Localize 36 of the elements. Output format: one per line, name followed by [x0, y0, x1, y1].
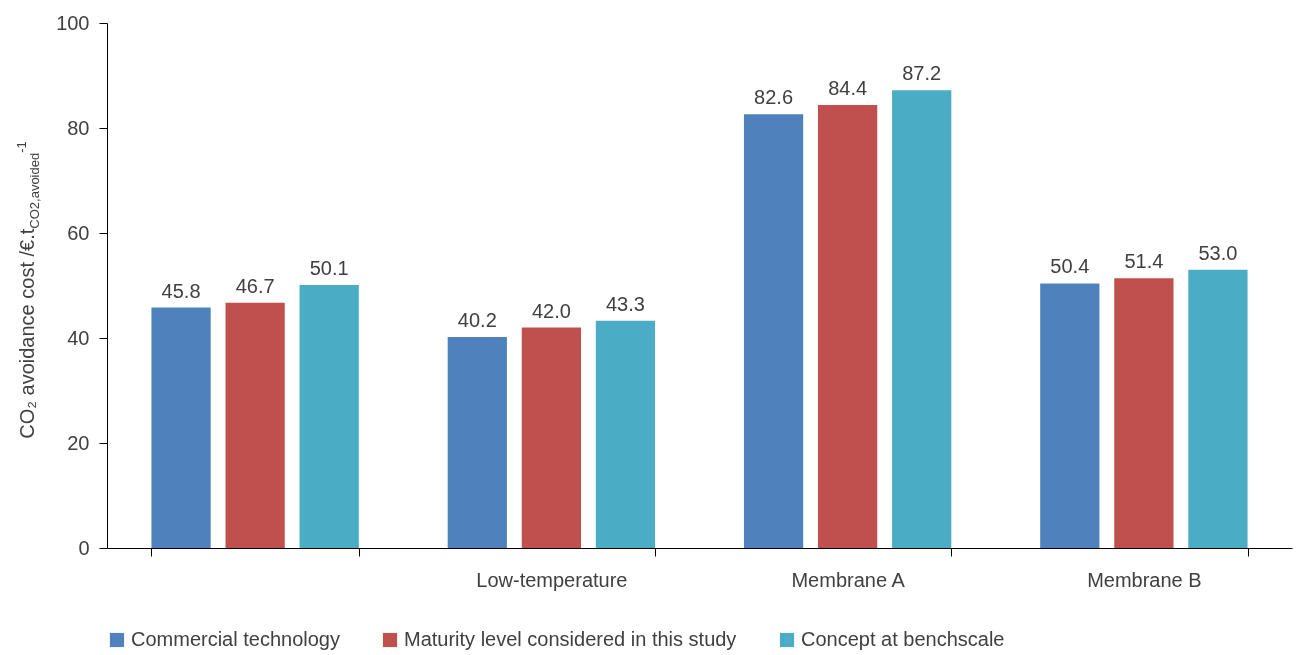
data-label: 82.6 [754, 86, 794, 109]
y-tick-label: 80 [67, 116, 90, 139]
data-label: 50.4 [1050, 255, 1090, 278]
y-tick-label: 0 [78, 536, 90, 559]
bar [1188, 269, 1248, 548]
data-label: 51.4 [1124, 250, 1164, 273]
legend-label: Concept at benchscale [801, 628, 1005, 650]
bar [818, 104, 878, 548]
y-tick-label: 100 [56, 11, 90, 34]
bar [299, 284, 359, 548]
data-label: 50.1 [309, 256, 349, 279]
bar [225, 302, 285, 548]
data-label: 45.8 [161, 279, 201, 302]
data-label: 43.3 [605, 292, 645, 315]
x-tick-label: Low-temperature [476, 568, 628, 591]
legend-label: Commercial technology [131, 628, 340, 650]
bar [151, 307, 211, 548]
bar [447, 336, 507, 548]
bar [743, 114, 804, 548]
bar [521, 327, 581, 548]
data-label: 46.7 [235, 274, 275, 297]
x-tick-label: Membrane B [1087, 568, 1202, 591]
bar [892, 90, 952, 548]
data-label: 84.4 [828, 76, 868, 99]
x-tick-label: Membrane A [791, 568, 906, 591]
data-label: 87.2 [902, 62, 942, 85]
y-tick-label: 60 [67, 221, 90, 244]
data-label: 53.0 [1198, 241, 1238, 264]
data-label: 40.2 [457, 308, 497, 331]
y-tick-label: 20 [67, 431, 90, 454]
bar [1114, 278, 1174, 548]
legend-label: Maturity level considered in this study [404, 628, 737, 650]
bar [595, 320, 656, 548]
y-tick-label: 40 [67, 326, 90, 349]
bar [1040, 283, 1100, 548]
data-label: 42.0 [531, 299, 571, 322]
